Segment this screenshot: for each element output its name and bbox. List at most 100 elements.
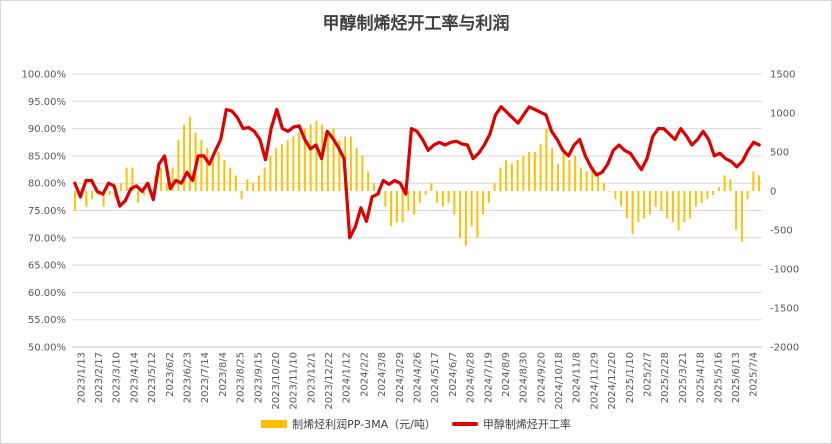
profit-bar — [223, 159, 226, 191]
x-tick-label: 2024/8/30 — [519, 352, 530, 403]
left-tick-label: 70.00% — [28, 233, 66, 244]
profit-bar — [591, 167, 594, 191]
profit-bar — [533, 152, 536, 191]
profit-bar — [597, 175, 600, 191]
profit-bar — [723, 175, 726, 191]
profit-bar — [298, 132, 301, 191]
profit-bar — [637, 191, 640, 223]
legend-item-rate: 甲醇制烯烃开工率 — [451, 416, 571, 432]
x-tick-label: 2023/6/2 — [165, 352, 176, 397]
profit-bar — [562, 152, 565, 191]
profit-bar — [407, 191, 410, 211]
profit-bar — [211, 155, 214, 191]
profit-bar — [309, 124, 312, 191]
x-tick-label: 2024/4/26 — [413, 352, 424, 403]
profit-bar — [568, 159, 571, 191]
x-tick-label: 2025/2/7 — [643, 352, 654, 397]
profit-bar — [355, 148, 358, 191]
profit-bar — [752, 171, 755, 191]
rate-line-layer — [73, 105, 761, 240]
x-tick-label: 2024/3/8 — [377, 352, 388, 397]
right-tick-label: -1000 — [770, 265, 799, 276]
profit-bar — [91, 191, 94, 199]
left-tick-label: 95.00% — [28, 97, 66, 108]
profit-bar — [372, 183, 375, 191]
left-tick-label: 60.00% — [28, 288, 66, 299]
profit-bar — [160, 167, 163, 191]
profit-bar — [303, 128, 306, 191]
x-tick-label: 2025/4/18 — [696, 352, 707, 403]
profit-bar — [482, 191, 485, 215]
x-tick-label: 2024/12/20 — [607, 352, 618, 410]
profit-bar — [447, 191, 450, 203]
profit-bar — [706, 191, 709, 199]
x-tick-label: 2023/6/23 — [183, 352, 194, 403]
left-tick-label: 100.00% — [22, 70, 67, 81]
x-tick-label: 2023/10/20 — [271, 352, 282, 410]
profit-bar — [631, 191, 634, 234]
legend-item-profit: 制烯烃利润PP-3MA（元/吨） — [261, 416, 436, 432]
profit-bar — [275, 148, 278, 191]
x-tick-label: 2025/7/4 — [749, 352, 760, 397]
profit-bar — [689, 191, 692, 219]
profit-bar — [677, 191, 680, 230]
profit-bar — [367, 171, 370, 191]
profit-bar — [73, 191, 76, 211]
left-tick-label: 50.00% — [28, 343, 66, 354]
profit-bar — [384, 191, 387, 207]
x-tick-label: 2025/5/16 — [713, 352, 724, 403]
profit-bar — [487, 191, 490, 203]
legend-label-profit: 制烯烃利润PP-3MA（元/吨） — [292, 418, 436, 431]
profit-bar — [712, 191, 715, 195]
profit-bar — [188, 116, 191, 191]
profit-bar — [574, 155, 577, 191]
profit-bar — [349, 136, 352, 191]
x-tick-label: 2025/1/10 — [625, 352, 636, 403]
x-tick-label: 2023/5/12 — [147, 352, 158, 403]
right-tick-label: 500 — [770, 148, 789, 159]
profit-bar — [643, 191, 646, 219]
profit-bar — [280, 144, 283, 191]
legend-label-rate: 甲醇制烯烃开工率 — [482, 418, 571, 431]
profit-bar — [666, 191, 669, 219]
profit-bar — [654, 191, 657, 207]
x-tick-label: 2023/8/4 — [218, 352, 229, 397]
x-tick-label: 2024/5/17 — [430, 352, 441, 403]
profit-bar — [85, 191, 88, 207]
profit-bar — [608, 191, 611, 192]
profit-bar — [660, 191, 663, 211]
profit-bar — [246, 179, 249, 191]
profit-bar — [165, 183, 168, 191]
profit-bar — [286, 140, 289, 191]
x-tick-label: 2025/6/13 — [731, 352, 742, 403]
profit-bar — [395, 191, 398, 223]
x-tick-label: 2023/1/13 — [76, 352, 87, 403]
profit-bar — [648, 191, 651, 215]
profit-bar — [229, 167, 232, 191]
profit-bar — [510, 163, 513, 191]
x-tick-label: 2024/3/29 — [395, 352, 406, 403]
left-tick-label: 65.00% — [28, 261, 66, 272]
profit-bar — [424, 191, 427, 195]
profit-bar — [315, 120, 318, 191]
profit-bar — [326, 132, 329, 191]
profit-bar — [556, 163, 559, 191]
x-tick-label: 2024/6/28 — [466, 352, 477, 403]
profit-bar — [671, 191, 674, 223]
legend-swatch-bar — [261, 420, 288, 428]
profit-bar — [700, 191, 703, 203]
profit-bar — [206, 148, 209, 191]
chart-title: 甲醇制烯烃开工率与利润 — [322, 14, 510, 34]
profit-bar — [292, 136, 295, 191]
profit-bar — [493, 183, 496, 191]
profit-bar — [441, 191, 444, 207]
profit-bar — [551, 148, 554, 191]
profit-bar — [430, 183, 433, 191]
profit-bar — [200, 140, 203, 191]
profit-bar — [338, 140, 341, 191]
legend: 制烯烃利润PP-3MA（元/吨） 甲醇制烯烃开工率 — [0, 416, 832, 432]
x-tick-label: 2024/7/19 — [483, 352, 494, 403]
profit-bar — [683, 191, 686, 223]
profit-bar — [257, 175, 260, 191]
x-tick-label: 2023/2/17 — [94, 352, 105, 403]
